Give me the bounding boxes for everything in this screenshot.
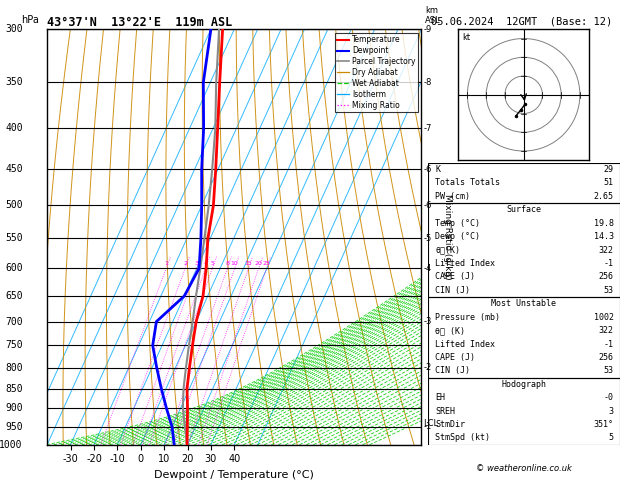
Text: EH: EH: [435, 393, 445, 402]
Text: -4: -4: [423, 264, 431, 273]
Text: 256: 256: [599, 353, 614, 362]
Text: Lifted Index: Lifted Index: [435, 340, 496, 348]
Text: 2: 2: [183, 261, 187, 266]
Text: Mixing Ratio (g/kg): Mixing Ratio (g/kg): [443, 194, 452, 280]
Text: 14.3: 14.3: [594, 232, 614, 241]
Text: 400: 400: [5, 123, 23, 134]
Legend: Temperature, Dewpoint, Parcel Trajectory, Dry Adiabat, Wet Adiabat, Isotherm, Mi: Temperature, Dewpoint, Parcel Trajectory…: [335, 33, 418, 112]
Text: 950: 950: [5, 422, 23, 432]
Text: 1000: 1000: [0, 440, 23, 450]
Text: 300: 300: [5, 24, 23, 34]
Text: 05.06.2024  12GMT  (Base: 12): 05.06.2024 12GMT (Base: 12): [431, 17, 612, 27]
Text: -9: -9: [423, 25, 431, 34]
Text: 450: 450: [5, 164, 23, 174]
Text: Hodograph: Hodograph: [501, 380, 546, 389]
Text: 3: 3: [609, 407, 614, 416]
Text: Totals Totals: Totals Totals: [435, 178, 501, 188]
Text: 2.65: 2.65: [594, 192, 614, 201]
Text: Dewp (°C): Dewp (°C): [435, 232, 481, 241]
Text: 256: 256: [599, 273, 614, 281]
Text: 15: 15: [245, 261, 252, 266]
Text: θᴄ(K): θᴄ(K): [435, 245, 460, 255]
Text: -7: -7: [423, 124, 431, 133]
Text: -2: -2: [423, 363, 431, 372]
Text: 4: 4: [204, 261, 208, 266]
Text: SREH: SREH: [435, 407, 455, 416]
Text: -8: -8: [423, 78, 431, 87]
Text: Surface: Surface: [506, 205, 541, 214]
X-axis label: Dewpoint / Temperature (°C): Dewpoint / Temperature (°C): [154, 470, 314, 480]
Text: © weatheronline.co.uk: © weatheronline.co.uk: [476, 464, 572, 473]
Text: LCL: LCL: [423, 419, 438, 428]
Text: -6: -6: [423, 201, 431, 210]
Text: StmDir: StmDir: [435, 420, 465, 429]
Text: 750: 750: [5, 340, 23, 350]
Text: -0: -0: [604, 393, 614, 402]
Text: CIN (J): CIN (J): [435, 366, 470, 375]
Text: 500: 500: [5, 200, 23, 210]
Text: 25: 25: [263, 261, 270, 266]
Text: Pressure (mb): Pressure (mb): [435, 312, 501, 322]
Text: 8: 8: [225, 261, 229, 266]
Text: -1: -1: [604, 340, 614, 348]
Text: 29: 29: [604, 165, 614, 174]
Text: 322: 322: [599, 245, 614, 255]
Text: hPa: hPa: [21, 15, 39, 25]
Text: 10: 10: [231, 261, 238, 266]
Text: 600: 600: [5, 263, 23, 274]
Text: 322: 322: [599, 326, 614, 335]
Bar: [428, 163, 620, 203]
Text: Most Unstable: Most Unstable: [491, 299, 556, 308]
Text: StmSpd (kt): StmSpd (kt): [435, 434, 491, 442]
Text: -3: -3: [423, 317, 431, 326]
Text: Temp (°C): Temp (°C): [435, 219, 481, 228]
Text: 5: 5: [211, 261, 214, 266]
Text: 900: 900: [5, 403, 23, 413]
Text: CAPE (J): CAPE (J): [435, 273, 476, 281]
Text: 20: 20: [255, 261, 262, 266]
Text: 1: 1: [164, 261, 168, 266]
Text: 351°: 351°: [594, 420, 614, 429]
Text: -1: -1: [423, 422, 431, 432]
Text: CIN (J): CIN (J): [435, 286, 470, 295]
Text: km
ASL: km ASL: [425, 6, 441, 25]
Text: PW (cm): PW (cm): [435, 192, 470, 201]
Text: 5: 5: [609, 434, 614, 442]
Text: 19.8: 19.8: [594, 219, 614, 228]
Text: 550: 550: [5, 233, 23, 243]
Text: 850: 850: [5, 383, 23, 394]
Text: 700: 700: [5, 316, 23, 327]
Text: θᴄ (K): θᴄ (K): [435, 326, 465, 335]
Bar: [428, 297, 620, 378]
Text: 350: 350: [5, 77, 23, 87]
Text: 53: 53: [604, 286, 614, 295]
Text: kt: kt: [462, 33, 470, 42]
Text: -1: -1: [604, 259, 614, 268]
Text: 3: 3: [195, 261, 199, 266]
Text: -6: -6: [423, 165, 431, 174]
Text: 1002: 1002: [594, 312, 614, 322]
Text: 53: 53: [604, 366, 614, 375]
Text: K: K: [435, 165, 440, 174]
Text: 800: 800: [5, 363, 23, 373]
Bar: [428, 378, 620, 445]
Text: 43°37'N  13°22'E  119m ASL: 43°37'N 13°22'E 119m ASL: [47, 16, 233, 29]
Text: CAPE (J): CAPE (J): [435, 353, 476, 362]
Text: Lifted Index: Lifted Index: [435, 259, 496, 268]
Text: 51: 51: [604, 178, 614, 188]
Text: 650: 650: [5, 291, 23, 301]
Text: -5: -5: [423, 234, 431, 243]
Bar: [428, 203, 620, 297]
